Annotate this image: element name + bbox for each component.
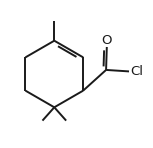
Text: O: O — [102, 34, 112, 47]
Text: Cl: Cl — [130, 65, 143, 78]
